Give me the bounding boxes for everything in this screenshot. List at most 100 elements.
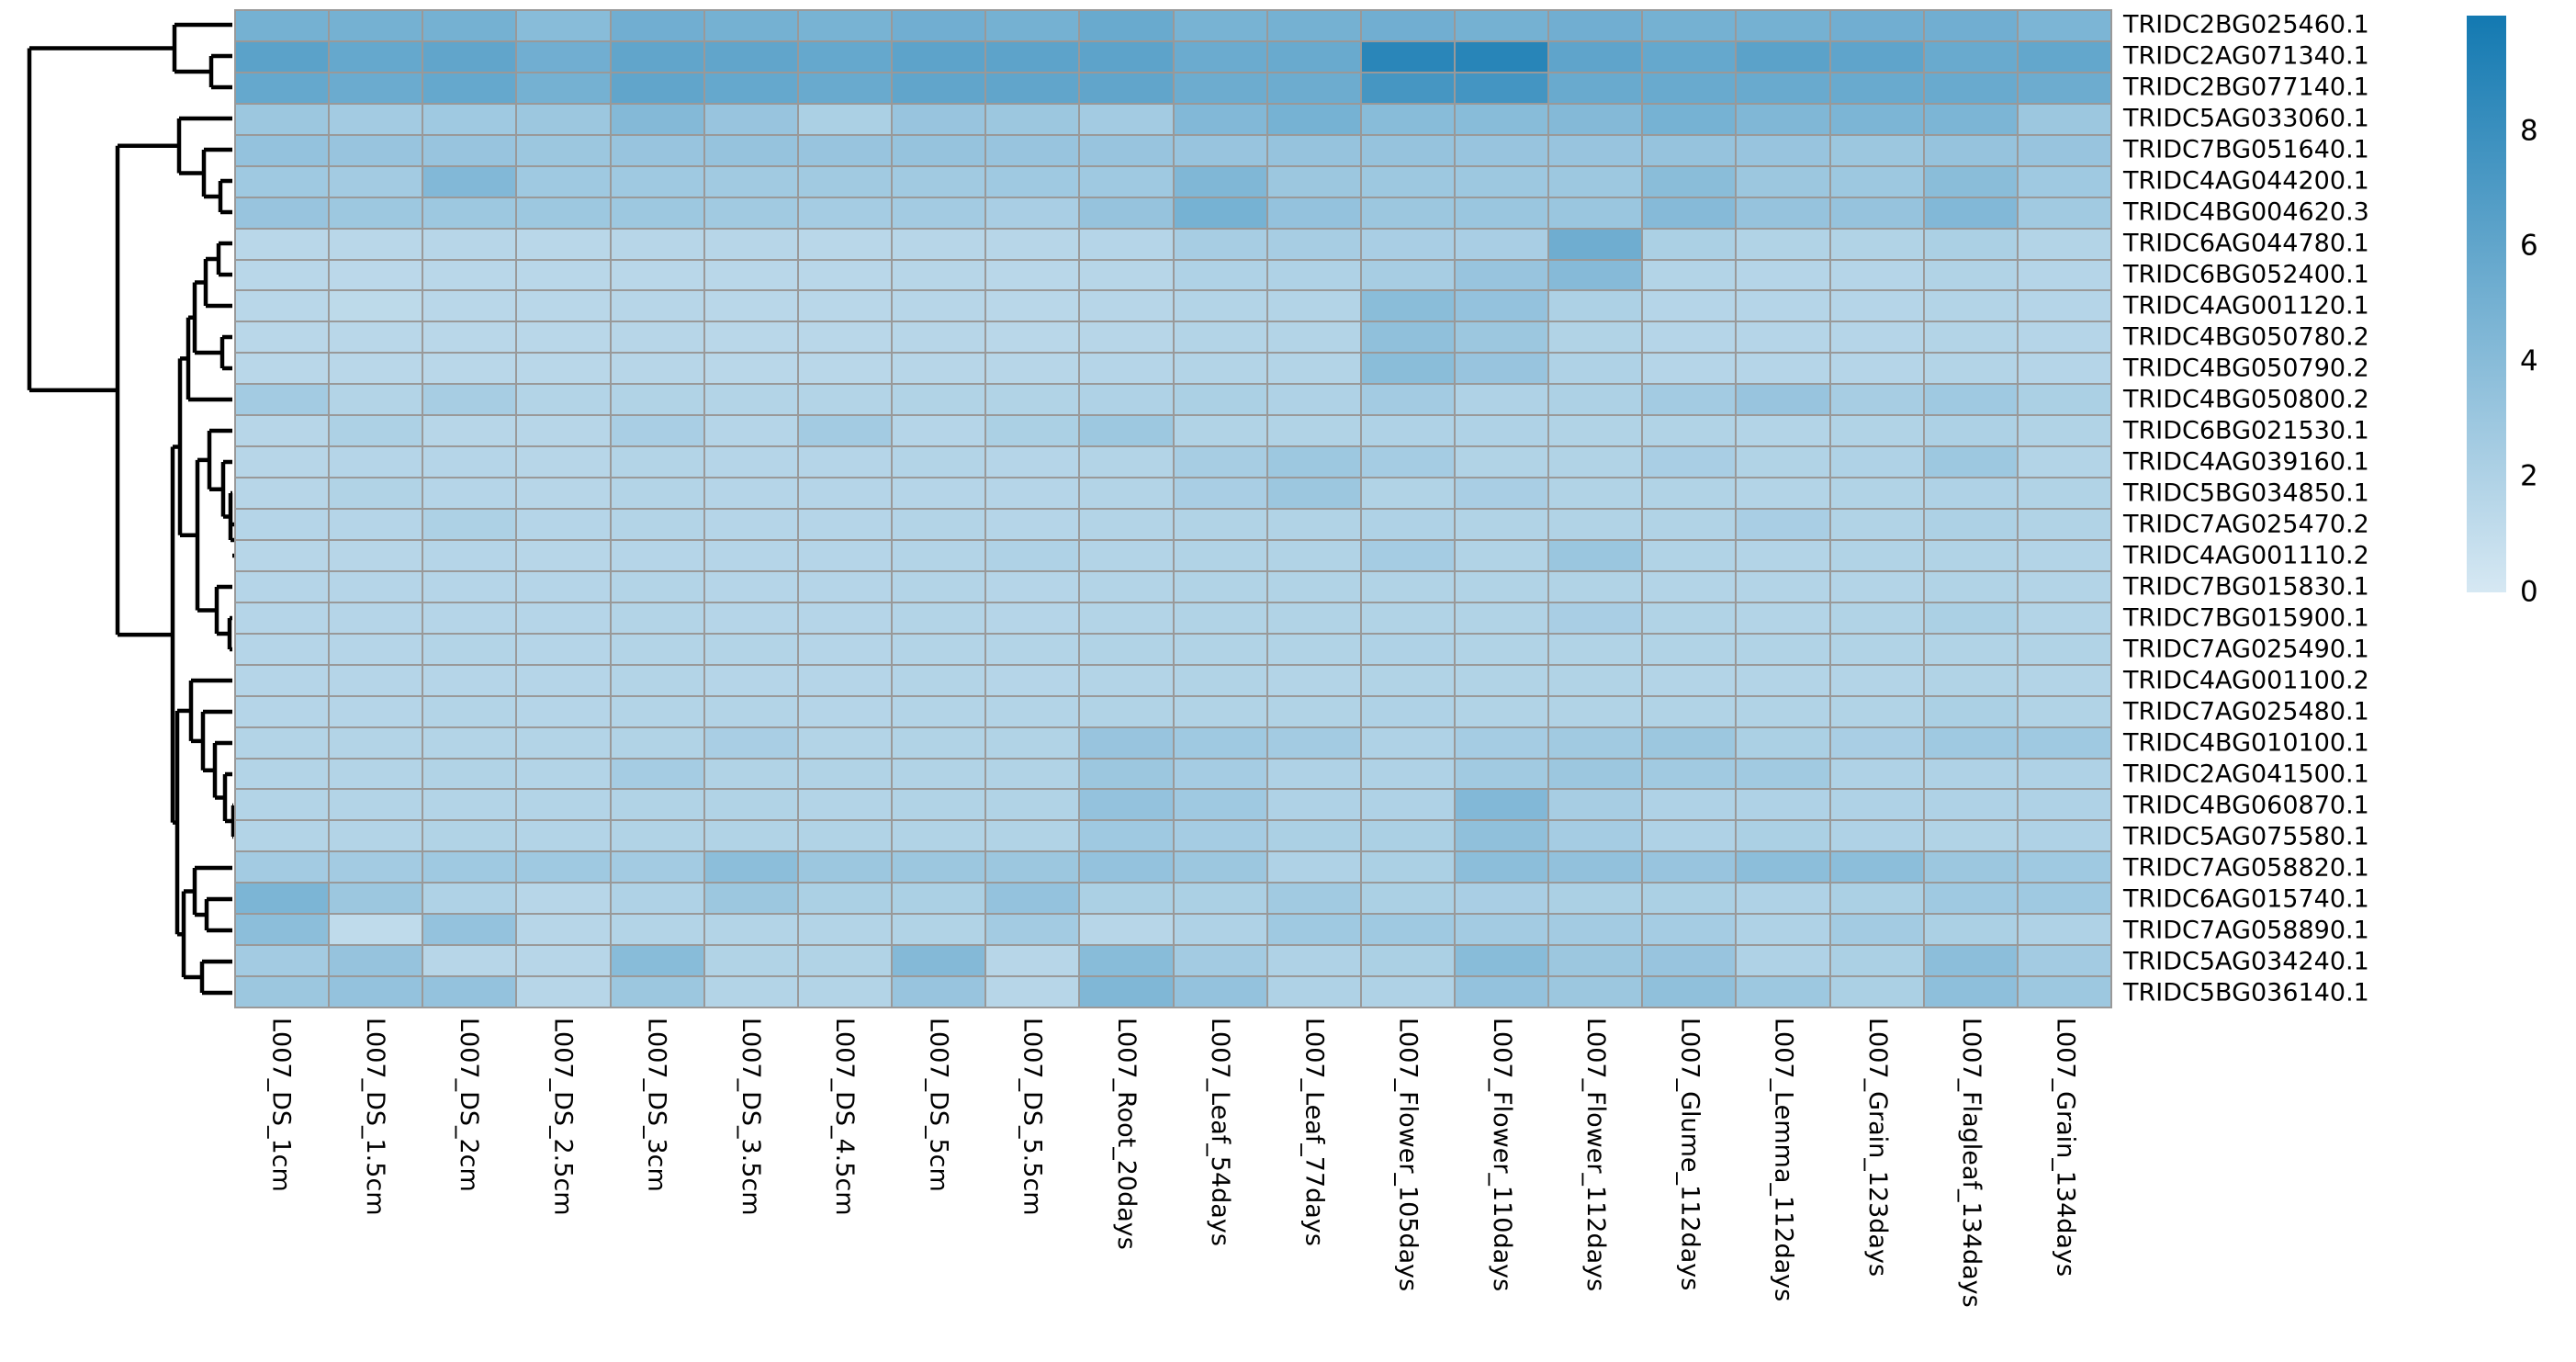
- heatmap-cell: [1455, 73, 1548, 103]
- heatmap-cell: [1174, 166, 1266, 197]
- heatmap-cell: [1549, 727, 1642, 758]
- heatmap-cell: [423, 416, 516, 446]
- row-label: TRIDC5BG036140.1: [2123, 978, 2369, 1007]
- heatmap-cell: [611, 510, 703, 539]
- heatmap-cell: [986, 11, 1079, 40]
- heatmap-cell: [1737, 727, 1829, 758]
- heatmap-cell: [517, 11, 610, 40]
- heatmap-cell: [1643, 821, 1736, 851]
- heatmap-cell: [517, 41, 610, 72]
- heatmap-cell: [1737, 197, 1829, 228]
- heatmap-cell: [1361, 915, 1454, 945]
- heatmap-cell: [1361, 104, 1454, 134]
- heatmap-cell: [236, 291, 329, 321]
- heatmap-cell: [1830, 385, 1923, 415]
- heatmap-cell: [1267, 915, 1360, 945]
- row-label: TRIDC6AG015740.1: [2123, 884, 2369, 914]
- heatmap-cell: [423, 104, 516, 134]
- row-label: TRIDC7BG051640.1: [2123, 135, 2369, 164]
- heatmap-cell: [893, 852, 985, 883]
- heatmap-cell: [1643, 634, 1736, 664]
- heatmap-cell: [1267, 229, 1360, 259]
- heatmap-cell: [517, 354, 610, 384]
- row-label: TRIDC5AG034240.1: [2123, 947, 2369, 976]
- heatmap-cell: [330, 447, 422, 478]
- heatmap-cell: [1737, 416, 1829, 446]
- heatmap-cell: [330, 291, 422, 321]
- heatmap-cell: [1643, 197, 1736, 228]
- heatmap-cell: [517, 510, 610, 539]
- heatmap-cell: [1643, 946, 1736, 976]
- heatmap-cell: [1643, 852, 1736, 883]
- heatmap-cell: [611, 915, 703, 945]
- row-label: TRIDC7AG025470.2: [2123, 510, 2369, 539]
- row-label: TRIDC2AG041500.1: [2123, 760, 2369, 789]
- heatmap-cell: [1080, 821, 1173, 851]
- heatmap-cell: [423, 634, 516, 664]
- heatmap-cell: [611, 571, 703, 602]
- heatmap-cell: [1643, 416, 1736, 446]
- heatmap-cell: [1549, 571, 1642, 602]
- heatmap-cell: [1361, 260, 1454, 290]
- heatmap-cell: [1267, 260, 1360, 290]
- heatmap-cell: [893, 229, 985, 259]
- heatmap-cell: [1267, 977, 1360, 1007]
- heatmap-cell: [1267, 197, 1360, 228]
- heatmap-cell: [423, 197, 516, 228]
- heatmap-cell: [1455, 291, 1548, 321]
- heatmap-cell: [423, 354, 516, 384]
- heatmap-cell: [798, 602, 892, 633]
- heatmap-cell: [423, 602, 516, 633]
- heatmap-cell: [1830, 696, 1923, 726]
- heatmap-cell: [330, 385, 422, 415]
- heatmap-cell: [1830, 11, 1923, 40]
- heatmap-cell: [1455, 197, 1548, 228]
- heatmap-cell: [1737, 696, 1829, 726]
- heatmap-cell: [1737, 571, 1829, 602]
- heatmap-cell: [1643, 884, 1736, 914]
- heatmap-cell: [1267, 790, 1360, 820]
- heatmap-cell: [704, 510, 797, 539]
- heatmap-cell: [1924, 385, 2017, 415]
- heatmap-cell: [1643, 41, 1736, 72]
- heatmap-cell: [1174, 852, 1266, 883]
- heatmap-cell: [1549, 229, 1642, 259]
- heatmap-cell: [1830, 104, 1923, 134]
- heatmap-cell: [1924, 571, 2017, 602]
- heatmap-cell: [1830, 260, 1923, 290]
- heatmap-cell: [1267, 447, 1360, 478]
- heatmap-cell: [2018, 197, 2110, 228]
- heatmap-cell: [236, 915, 329, 945]
- heatmap-cell: [1737, 11, 1829, 40]
- heatmap-cell: [423, 852, 516, 883]
- heatmap-cell: [1549, 291, 1642, 321]
- heatmap-cell: [1643, 727, 1736, 758]
- heatmap-cell: [1080, 197, 1173, 228]
- heatmap-cell: [986, 197, 1079, 228]
- heatmap-cell: [1643, 73, 1736, 103]
- heatmap-cell: [1267, 510, 1360, 539]
- heatmap-cell: [1174, 665, 1266, 695]
- heatmap-cell: [1924, 915, 2017, 945]
- heatmap-cell: [1643, 790, 1736, 820]
- heatmap-cell: [330, 354, 422, 384]
- heatmap-cell: [1361, 73, 1454, 103]
- heatmap-cell: [517, 634, 610, 664]
- heatmap-cell: [2018, 852, 2110, 883]
- heatmap-cell: [986, 977, 1079, 1007]
- heatmap-cell: [611, 229, 703, 259]
- heatmap-cell: [1830, 41, 1923, 72]
- heatmap-cell: [1737, 73, 1829, 103]
- heatmap-cell: [611, 759, 703, 789]
- heatmap-cell: [236, 478, 329, 508]
- heatmap-cell: [798, 759, 892, 789]
- heatmap-cell: [1549, 135, 1642, 165]
- heatmap-cell: [1830, 354, 1923, 384]
- heatmap-cell: [2018, 416, 2110, 446]
- heatmap-cell: [236, 354, 329, 384]
- heatmap-cell: [2018, 260, 2110, 290]
- heatmap-cell: [1643, 759, 1736, 789]
- heatmap-cell: [2018, 11, 2110, 40]
- heatmap-cell: [1455, 322, 1548, 353]
- heatmap-cell: [236, 11, 329, 40]
